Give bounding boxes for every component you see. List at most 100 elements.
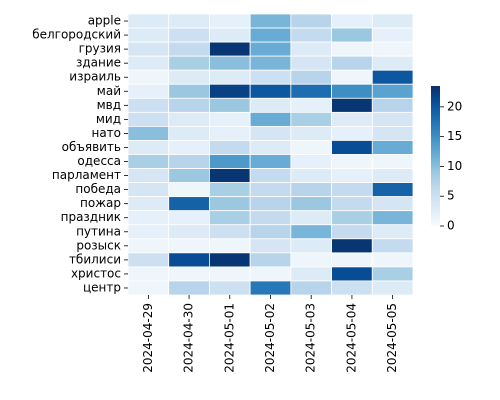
heatmap-cell [371, 83, 414, 99]
heatmap-cell [168, 41, 210, 57]
heatmap-cell [249, 266, 292, 282]
heatmap-cell [209, 154, 251, 169]
heatmap-cell [249, 27, 292, 43]
heatmap-cell [168, 126, 210, 141]
heatmap-cell [249, 126, 292, 141]
heatmap-cell [127, 83, 170, 99]
heatmap-cell [249, 55, 292, 71]
heatmap-cell [331, 27, 373, 43]
heatmap-cell [331, 266, 373, 282]
y-tick-label: христос [71, 266, 121, 280]
y-tick-label: нато [91, 126, 121, 140]
heatmap-cell [371, 13, 414, 29]
heatmap-cell [249, 69, 292, 85]
heatmap-cell [290, 210, 332, 226]
heatmap-cell [127, 97, 170, 113]
colorbar-tick-label: 15 [447, 129, 462, 143]
heatmap-cell [127, 168, 170, 184]
x-tick-label: 2024-04-29 [141, 303, 155, 373]
heatmap-cell [249, 154, 292, 169]
heatmap-cell [290, 41, 332, 57]
y-tick-label: мвд [97, 98, 121, 112]
y-tick-label: объявить [62, 140, 121, 154]
heatmap-cell [127, 13, 170, 29]
heatmap-cell [331, 210, 373, 226]
heatmap-cell [290, 280, 332, 296]
heatmap-cell [127, 280, 170, 296]
heatmap-cell [331, 196, 373, 212]
y-tick-label: израиль [69, 70, 121, 84]
heatmap-cell [127, 154, 170, 169]
y-tick-label: одесса [77, 154, 121, 168]
heatmap-cell [331, 238, 373, 254]
heatmap-cell [209, 27, 251, 43]
heatmap-cell [168, 168, 210, 184]
heatmap-cell [209, 210, 251, 226]
y-tick-label: здание [76, 56, 121, 70]
heatmap-cell [209, 238, 251, 254]
heatmap-cell [127, 111, 170, 127]
heatmap-cell [331, 182, 373, 198]
heatmap-cell [290, 196, 332, 212]
heatmap-cell [209, 280, 251, 296]
heatmap-cell [209, 266, 251, 282]
heatmap-cell [209, 168, 251, 184]
heatmap-cell [209, 111, 251, 127]
heatmap-cell [371, 97, 414, 113]
heatmap-cell [168, 266, 210, 282]
heatmap-cell [331, 154, 373, 169]
heatmap-cell [127, 55, 170, 71]
heatmap-cell [371, 182, 414, 198]
heatmap-cell [331, 55, 373, 71]
heatmap-cell [371, 140, 414, 155]
heatmap-cell [371, 27, 414, 43]
heatmap-cell [331, 97, 373, 113]
heatmap-cell [290, 140, 332, 155]
heatmap-cell [249, 168, 292, 184]
heatmap-cell [249, 280, 292, 296]
heatmap-cell [331, 83, 373, 99]
heatmap-cell [290, 224, 332, 240]
x-tick-label: 2024-05-01 [222, 303, 236, 373]
heatmap-cell [331, 111, 373, 127]
x-tick-label: 2024-05-05 [385, 303, 399, 373]
heatmap-cell [249, 83, 292, 99]
heatmap-cell [209, 41, 251, 57]
y-tick-label: тбилиси [69, 252, 121, 266]
heatmap-cell [127, 140, 170, 155]
heatmap-cell [290, 27, 332, 43]
heatmap-cell [168, 111, 210, 127]
y-tick-label: розыск [76, 238, 121, 252]
heatmap-cell [371, 224, 414, 240]
heatmap-cell [331, 168, 373, 184]
heatmap-cell [127, 41, 170, 57]
y-tick-label: победа [75, 182, 121, 196]
heatmap-cell [371, 238, 414, 254]
heatmap-cell [371, 69, 414, 85]
y-tick-label: мид [96, 112, 121, 126]
colorbar-tick-label: 5 [447, 189, 455, 203]
heatmap-cell [371, 266, 414, 282]
heatmap-cell [331, 126, 373, 141]
heatmap-cell [209, 140, 251, 155]
heatmap-cell [249, 41, 292, 57]
y-tick-label: центр [83, 280, 121, 294]
heatmap-cell [290, 111, 332, 127]
heatmap-cell [249, 97, 292, 113]
heatmap-cell [127, 126, 170, 141]
heatmap-cell [249, 182, 292, 198]
heatmap-cell [371, 280, 414, 296]
heatmap-cell [209, 196, 251, 212]
heatmap-cell [127, 266, 170, 282]
y-tick-label: apple [88, 14, 121, 28]
heatmap-cell [249, 238, 292, 254]
heatmap-cell [209, 55, 251, 71]
heatmap-cell [168, 27, 210, 43]
heatmap-cell [127, 238, 170, 254]
heatmap-cell [331, 224, 373, 240]
heatmap-cell [249, 210, 292, 226]
x-tick-label: 2024-04-30 [182, 303, 196, 373]
heatmap-cell [168, 252, 210, 268]
heatmap-cell [331, 140, 373, 155]
heatmap-cell [331, 280, 373, 296]
